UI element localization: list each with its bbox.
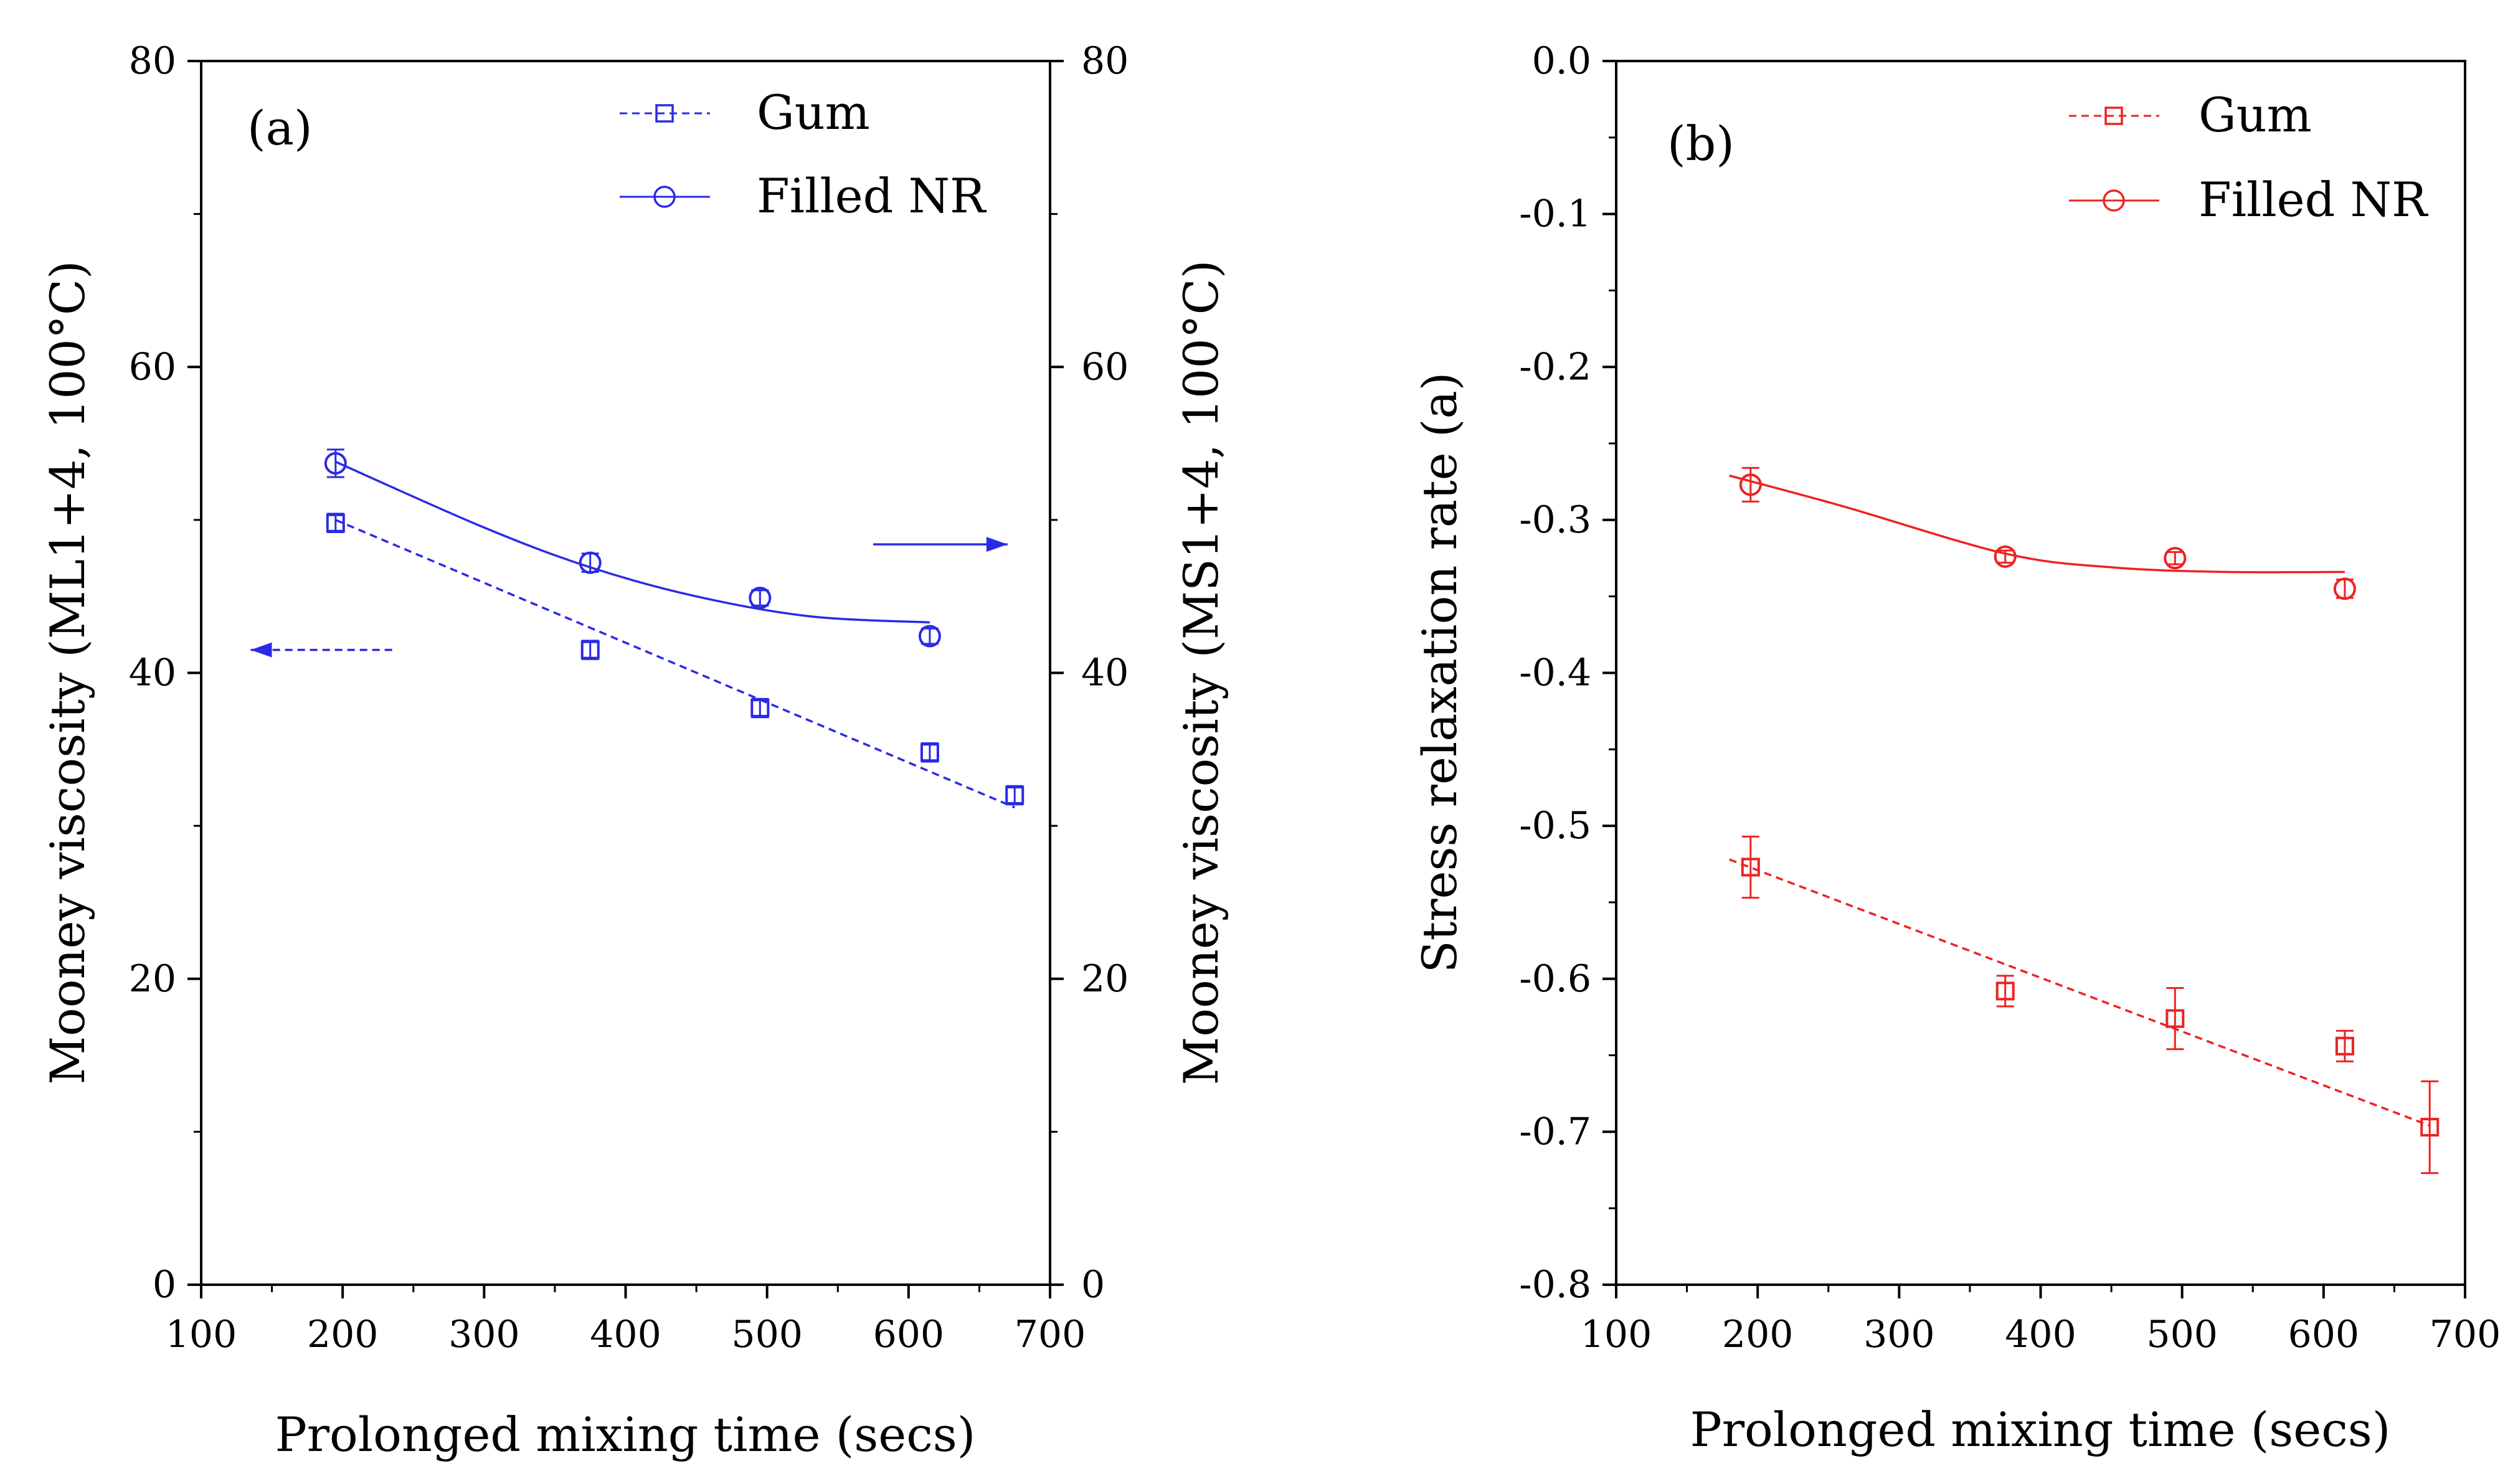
- point-filled-nr: [2333, 577, 2356, 600]
- x-tick-label: 600: [873, 1313, 945, 1356]
- fit-line-filled-nr: [1729, 474, 2345, 574]
- y-tick-label: -0.1: [1519, 192, 1591, 236]
- point-gum: [1741, 858, 1760, 877]
- x-axis-title: Prolonged mixing time (secs): [1690, 1402, 2391, 1457]
- point-gum: [326, 513, 345, 532]
- x-tick-label: 300: [448, 1313, 520, 1356]
- point-filled-nr: [2164, 547, 2187, 570]
- y-tick-label: 60: [129, 345, 176, 389]
- y2-tick-label: 60: [1081, 345, 1129, 389]
- arrow-right-axis-head: [986, 537, 1008, 552]
- x-tick-label: 200: [307, 1313, 379, 1356]
- y2-axis-title: Mooney viscosity (MS1+4, 100°C): [1173, 260, 1229, 1085]
- legend-filled-marker: [653, 186, 676, 208]
- y-tick-label: -0.8: [1519, 1263, 1591, 1307]
- x-tick-label: 200: [1722, 1313, 1794, 1356]
- x-tick-label: 100: [1581, 1313, 1652, 1356]
- point-gum: [1995, 981, 2015, 1001]
- legend-gum-label: Gum: [757, 85, 870, 140]
- plot-frame: [200, 60, 1051, 1286]
- y-tick-label: 80: [129, 39, 176, 83]
- point-gum: [1005, 786, 1025, 805]
- point-filled-nr: [324, 451, 347, 475]
- y-axis-title: Mooney viscosity (ML1+4, 100°C): [40, 260, 95, 1084]
- legend-gum-marker: [2104, 106, 2123, 125]
- x-tick-label: 700: [2430, 1313, 2501, 1356]
- legend-filled-marker: [2103, 189, 2125, 212]
- arrow-left-axis-head: [250, 642, 272, 658]
- x-tick-label: 600: [2288, 1313, 2360, 1356]
- panel-a-marks: 100 200 300 400 500 600 700 0 20 40 60 80 0 20 40 60 80: [129, 39, 1129, 1356]
- x-tick-label: 400: [590, 1313, 661, 1356]
- point-filled-nr: [579, 551, 602, 574]
- legend: Gum Filled NR: [2069, 87, 2429, 227]
- plot-frame: [1615, 60, 2466, 1286]
- y-tick-label: 0.0: [1532, 39, 1591, 83]
- x-tick-label: 500: [2146, 1313, 2218, 1356]
- y-tick-label: -0.3: [1519, 498, 1591, 542]
- y2-tick-label: 0: [1081, 1263, 1105, 1307]
- y-tick-label: -0.6: [1519, 957, 1591, 1001]
- y2-tick-label: 20: [1081, 957, 1129, 1001]
- point-gum: [750, 698, 770, 717]
- point-gum: [2420, 1118, 2440, 1137]
- point-gum: [580, 640, 600, 659]
- fit-line-filled-nr: [335, 460, 930, 624]
- point-gum: [920, 743, 939, 762]
- y-tick-label: -0.7: [1519, 1110, 1591, 1153]
- legend-gum-label: Gum: [2199, 87, 2312, 143]
- y-tick-label: 20: [129, 957, 176, 1001]
- legend-gum-marker: [655, 104, 674, 123]
- point-gum: [2165, 1009, 2185, 1028]
- y-tick-label: -0.4: [1519, 651, 1591, 695]
- point-filled-nr: [1994, 545, 2017, 568]
- y2-tick-label: 40: [1081, 651, 1129, 695]
- fit-line-gum: [1729, 858, 2430, 1127]
- y-axis-title: Stress relaxation rate (a): [1412, 372, 1467, 973]
- legend-filled-label: Filled NR: [2199, 172, 2429, 227]
- point-filled-nr: [1739, 473, 1762, 496]
- y2-tick-label: 80: [1081, 39, 1129, 83]
- y-tick-label: -0.2: [1519, 345, 1591, 389]
- panel-b-marks: 100 200 300 400 500 600 700 -0.8 -0.7 -0.6 -0.5 -0.…: [1519, 39, 2501, 1356]
- x-tick-label: 400: [2005, 1313, 2076, 1356]
- legend-filled-label: Filled NR: [757, 168, 987, 224]
- x-tick-label: 500: [731, 1313, 803, 1356]
- y-tick-label: 0: [153, 1263, 176, 1307]
- point-gum: [2335, 1036, 2354, 1056]
- point-filled-nr: [749, 587, 772, 610]
- panel-label: (b): [1667, 116, 1735, 171]
- x-tick-label: 100: [166, 1313, 237, 1356]
- y-tick-label: 40: [129, 651, 176, 695]
- panel-b: 100 200 300 400 500 600 700 -0.8 -0.7 -0.6 -0.5 -0.…: [1412, 39, 2501, 1457]
- panel-label: (a): [247, 100, 313, 156]
- y-tick-label: -0.5: [1519, 804, 1591, 848]
- legend: Gum Filled NR: [620, 85, 987, 224]
- x-tick-label: 700: [1015, 1313, 1086, 1356]
- panel-a: 100 200 300 400 500 600 700020406080020406080 …: [40, 39, 1229, 1462]
- fit-line-gum: [335, 519, 1015, 809]
- x-axis-title: Prolonged mixing time (secs): [275, 1407, 976, 1462]
- x-tick-label: 300: [1863, 1313, 1935, 1356]
- point-filled-nr: [918, 625, 941, 648]
